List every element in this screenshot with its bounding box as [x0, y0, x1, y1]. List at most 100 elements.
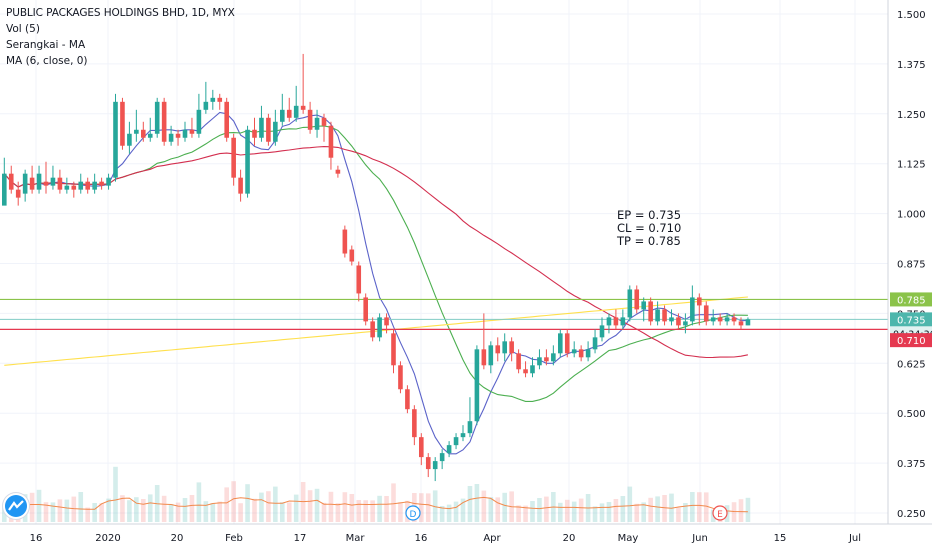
candle [300, 53, 306, 114]
volume-bar [92, 503, 97, 522]
candle [141, 121, 146, 142]
volume-bar [460, 498, 466, 522]
candle [474, 345, 480, 426]
candle-body [537, 357, 542, 366]
candle [356, 261, 362, 302]
candle [425, 453, 431, 478]
candle [314, 109, 320, 138]
candle [231, 133, 236, 186]
candle [252, 117, 257, 146]
candle-body [398, 365, 403, 390]
volume-bar [266, 491, 271, 522]
candle [683, 313, 688, 334]
candle [85, 177, 90, 194]
candle [15, 181, 21, 206]
candle-body [168, 133, 174, 142]
volume-bar [321, 502, 327, 522]
candle-body [147, 133, 153, 138]
last-price-badge-text: 0.735 [897, 315, 926, 326]
candle [203, 81, 209, 114]
candle [238, 169, 243, 202]
candle-body [690, 297, 695, 322]
candle [245, 125, 250, 198]
candle [453, 433, 459, 450]
candle-body [22, 173, 28, 194]
candle-body [252, 129, 257, 138]
candle-body [412, 409, 417, 438]
volume-bar [731, 502, 737, 522]
volume-bar [377, 495, 382, 522]
candle-body [15, 189, 21, 198]
volume-bar [453, 501, 459, 522]
volume-bars [2, 466, 751, 522]
candle-body [266, 117, 271, 142]
price-tick-label: 0.500 [897, 409, 926, 420]
candle [697, 293, 702, 326]
candle [377, 313, 382, 342]
candle [78, 173, 84, 194]
candle [564, 329, 570, 358]
volume-bar [634, 503, 640, 522]
candle-body [467, 421, 473, 434]
volume-bar [2, 506, 7, 522]
volume-bar [168, 504, 174, 522]
candle-body [627, 289, 633, 318]
candle [745, 317, 751, 326]
volume-bar [697, 492, 702, 522]
cl-badge-text: 0.710 [897, 336, 926, 347]
candle [168, 125, 174, 146]
time-tick-label: 20 [563, 533, 576, 544]
volume-bar [36, 489, 42, 522]
candle-body [238, 177, 243, 194]
candle [210, 89, 216, 110]
candle [71, 181, 77, 198]
volume-bar [203, 501, 209, 522]
candle-body [370, 321, 375, 338]
volume-bar [516, 505, 521, 522]
candle-body [134, 129, 139, 134]
volume-bar [127, 500, 132, 522]
candle-body [36, 173, 42, 190]
price-axis-bg [888, 0, 932, 550]
candle-body [71, 185, 77, 190]
candle-body [613, 317, 619, 326]
volume-bar [683, 503, 688, 522]
volume-bar [495, 497, 501, 522]
earnings-marker: E [712, 505, 728, 521]
tradingview-logo[interactable] [3, 493, 29, 519]
volume-bar [537, 498, 542, 522]
volume-bar [307, 490, 313, 522]
candle-body [377, 317, 382, 338]
candle-body [314, 117, 320, 130]
candle-body [182, 129, 188, 138]
candle-body [745, 319, 751, 326]
candle-body [280, 109, 285, 122]
candle [703, 301, 709, 326]
candle [384, 313, 389, 334]
candle-body [425, 457, 431, 470]
price-tick-label: 0.375 [897, 459, 926, 470]
time-tick-label: 2020 [95, 533, 120, 544]
candle [286, 97, 292, 122]
candle [189, 117, 195, 138]
candle [495, 337, 501, 362]
volume-bar [481, 490, 487, 522]
volume-bar [224, 487, 229, 522]
candle-body [231, 137, 236, 178]
legend-ma: MA (6, close, 0) [6, 55, 88, 67]
tp-badge-text: 0.785 [897, 295, 926, 306]
price-tick-label: 1.000 [897, 210, 926, 221]
candle [154, 97, 160, 138]
candle [439, 449, 445, 470]
candle-body [634, 289, 640, 310]
candle [627, 285, 633, 322]
candle [328, 121, 334, 170]
candle-body [564, 333, 570, 354]
candle [412, 405, 417, 446]
candle [127, 121, 132, 154]
candle [363, 293, 368, 326]
dividend-marker: D [405, 505, 421, 521]
candle-body [50, 177, 56, 186]
volume-bar [120, 495, 125, 522]
